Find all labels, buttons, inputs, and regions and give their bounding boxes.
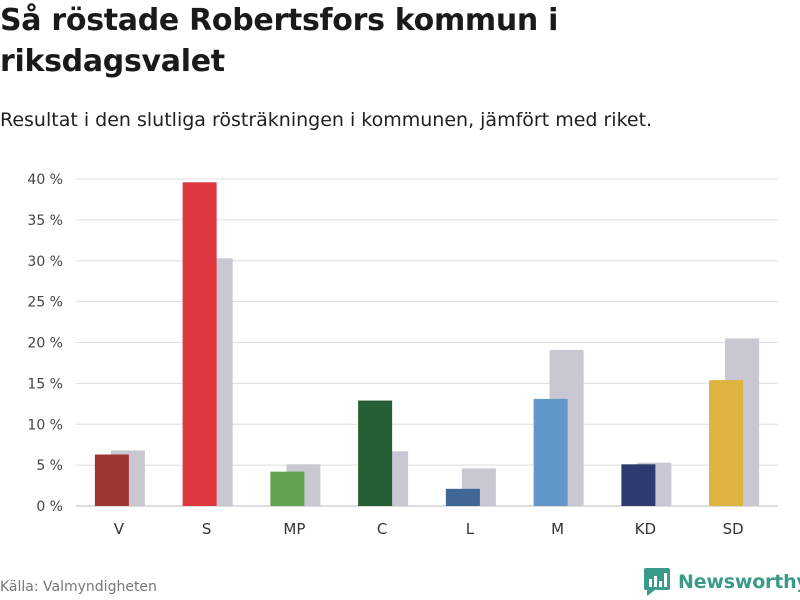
bars — [94, 182, 760, 506]
y-tick-label: 5 % — [36, 458, 63, 474]
bar-chart-logo-icon — [644, 568, 670, 596]
x-category-label: M — [551, 520, 564, 538]
y-tick-label: 40 % — [27, 172, 63, 188]
bar-kommun — [94, 454, 129, 506]
x-axis-labels: V S MP C L M KD SD — [114, 520, 744, 538]
x-category-label: S — [202, 520, 212, 538]
y-tick-label: 0 % — [36, 499, 63, 515]
x-category-label: KD — [635, 520, 656, 538]
bar-kommun — [621, 464, 656, 506]
x-category-label: C — [377, 520, 387, 538]
y-tick-label: 20 % — [27, 336, 63, 352]
y-tick-label: 30 % — [27, 254, 63, 270]
brand-name: Newsworthy — [678, 571, 800, 593]
y-tick-label: 35 % — [27, 213, 63, 229]
y-tick-label: 15 % — [27, 376, 63, 392]
grid-lines — [76, 178, 778, 507]
bar-kommun — [445, 488, 480, 506]
brand-logo: Newsworthy — [644, 568, 800, 596]
chart-subtitle: Resultat i den slutliga rösträkningen i … — [0, 109, 653, 131]
x-category-label: MP — [283, 520, 305, 538]
x-category-label: SD — [723, 520, 744, 538]
chart-title: Så röstade Robertsfors kommun i riksdags… — [0, 3, 559, 79]
bar-kommun — [709, 380, 744, 506]
bar-kommun — [270, 471, 305, 506]
x-category-label: V — [114, 520, 125, 538]
y-tick-label: 25 % — [27, 295, 63, 311]
bar-kommun — [358, 400, 393, 506]
y-axis-ticks: 0 % 5 % 10 % 15 % 20 % 25 % 30 % 35 % 40 % — [27, 172, 63, 515]
y-tick-label: 10 % — [27, 417, 63, 433]
x-category-label: L — [466, 520, 475, 538]
bar-kommun — [182, 182, 217, 506]
bar-chart: 0 % 5 % 10 % 15 % 20 % 25 % 30 % 35 % 40 % V S MP C… — [27, 172, 778, 538]
bar-kommun — [533, 398, 568, 506]
source-note: Källa: Valmyndigheten — [0, 579, 157, 595]
